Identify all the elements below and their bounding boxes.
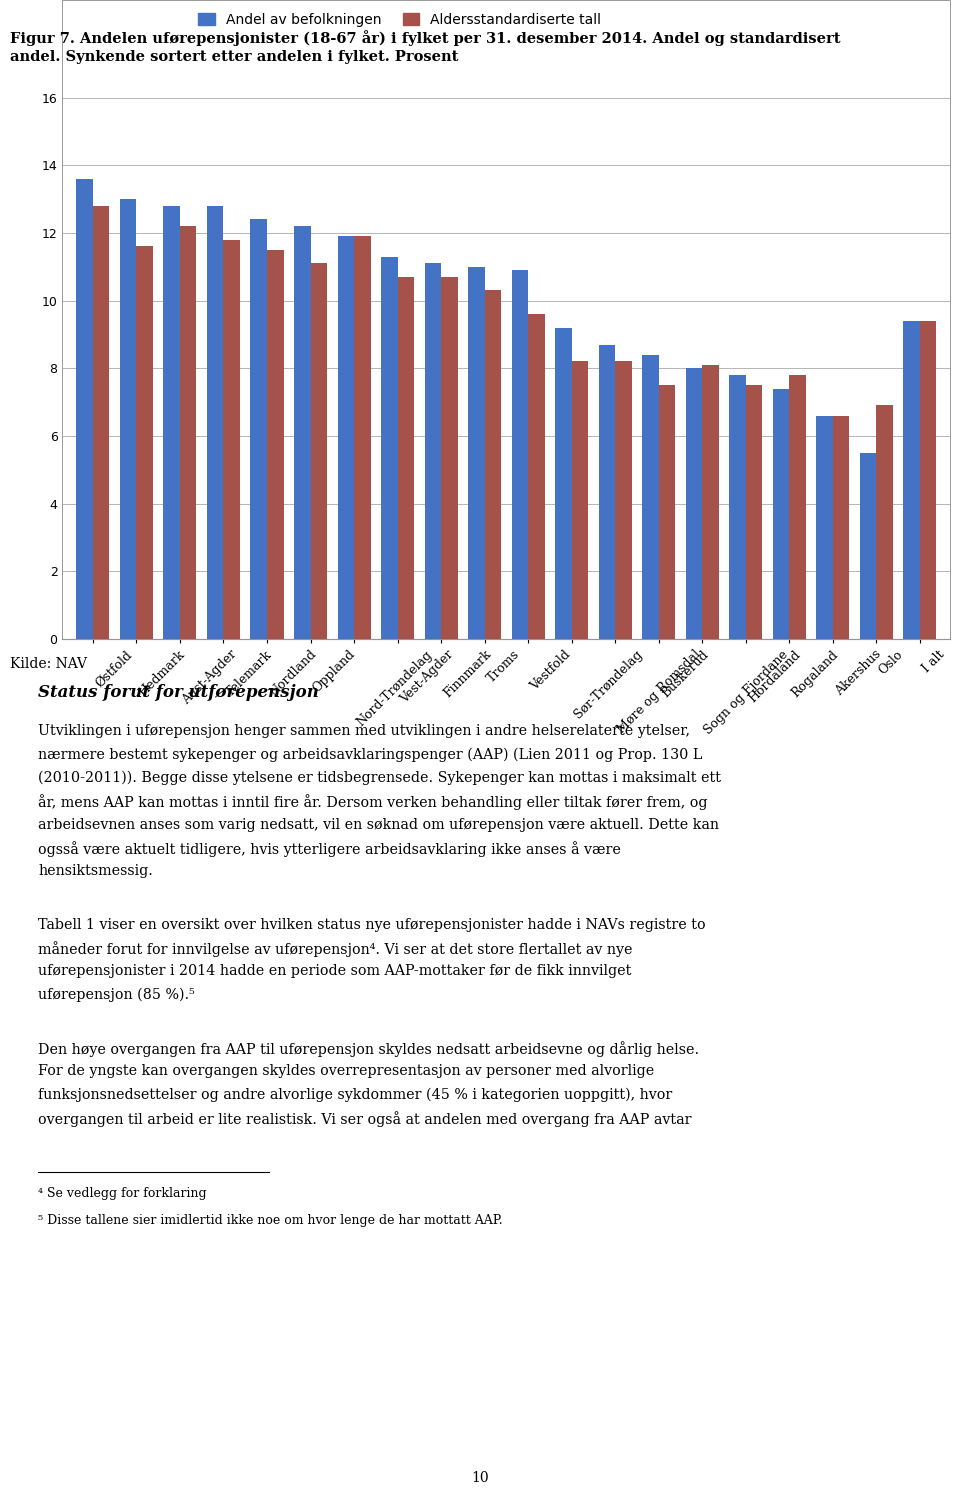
Text: Tabell 1 viser en oversikt over hvilken status nye uførepensjonister hadde i NAV: Tabell 1 viser en oversikt over hvilken … [38, 917, 706, 932]
Bar [876, 406, 893, 639]
Text: Den høye overgangen fra AAP til uførepensjon skyldes nedsatt arbeidsevne og dårl: Den høye overgangen fra AAP til uførepen… [38, 1042, 700, 1057]
Text: Status forut for utførepensjon: Status forut for utførepensjon [38, 684, 320, 700]
Bar [224, 240, 240, 639]
Bar [441, 277, 458, 639]
Bar [833, 415, 850, 639]
Text: Figur 7. Andelen uførepensjonister (18-67 år) i fylket per 31. desember 2014. An: Figur 7. Andelen uførepensjonister (18-6… [10, 30, 840, 47]
Bar [381, 257, 397, 639]
Text: Utviklingen i uførepensjon henger sammen med utviklingen i andre helserelaterte : Utviklingen i uførepensjon henger sammen… [38, 724, 690, 738]
Bar [310, 263, 327, 639]
Text: uførepensjon (85 %).⁵: uførepensjon (85 %).⁵ [38, 987, 195, 1003]
Bar [93, 206, 109, 639]
Bar [642, 355, 659, 639]
Text: ⁴ Se vedlegg for forklaring: ⁴ Se vedlegg for forklaring [38, 1187, 207, 1199]
Text: 10: 10 [471, 1471, 489, 1485]
Text: andel. Synkende sortert etter andelen i fylket. Prosent: andel. Synkende sortert etter andelen i … [10, 50, 458, 63]
Bar [773, 389, 789, 639]
Bar [816, 415, 833, 639]
Bar [659, 385, 675, 639]
Bar [703, 365, 719, 639]
Bar [789, 376, 805, 639]
Text: måneder forut for innvilgelse av uførepensjon⁴. Vi ser at det store flertallet a: måneder forut for innvilgelse av uførepe… [38, 941, 633, 957]
Bar [528, 314, 544, 639]
Legend: Andel av befolkningen, Aldersstandardiserte tall: Andel av befolkningen, Aldersstandardise… [193, 8, 607, 33]
Bar [468, 268, 485, 639]
Bar [424, 263, 441, 639]
Bar [251, 219, 267, 639]
Bar [397, 277, 414, 639]
Bar [730, 376, 746, 639]
Text: (2010-2011)). Begge disse ytelsene er tidsbegrensede. Sykepenger kan mottas i ma: (2010-2011)). Begge disse ytelsene er ti… [38, 771, 721, 786]
Bar [136, 246, 153, 639]
Text: nærmere bestemt sykepenger og arbeidsavklaringspenger (AAP) (Lien 2011 og Prop. : nærmere bestemt sykepenger og arbeidsavk… [38, 747, 703, 762]
Bar [354, 236, 371, 639]
Text: For de yngste kan overgangen skyldes overrepresentasjon av personer med alvorlig: For de yngste kan overgangen skyldes ove… [38, 1064, 655, 1078]
Text: hensiktsmessig.: hensiktsmessig. [38, 864, 154, 878]
Bar [120, 198, 136, 639]
Bar [163, 206, 180, 639]
Text: funksjonsnedsettelser og andre alvorlige sykdommer (45 % i kategorien uoppgitt),: funksjonsnedsettelser og andre alvorlige… [38, 1088, 673, 1102]
Text: overgangen til arbeid er lite realistisk. Vi ser også at andelen med overgang fr: overgangen til arbeid er lite realistisk… [38, 1111, 692, 1127]
Bar [746, 385, 762, 639]
Bar [485, 290, 501, 639]
Text: ⁵ Disse tallene sier imidlertid ikke noe om hvor lenge de har mottatt AAP.: ⁵ Disse tallene sier imidlertid ikke noe… [38, 1214, 503, 1226]
Bar [615, 362, 632, 639]
Bar [599, 344, 615, 639]
Text: arbeidsevnen anses som varig nedsatt, vil en søknad om uførepensjon være aktuell: arbeidsevnen anses som varig nedsatt, vi… [38, 818, 719, 831]
Bar [207, 206, 224, 639]
Bar [267, 249, 283, 639]
Bar [338, 236, 354, 639]
Text: ogsså være aktuelt tidligere, hvis ytterligere arbeidsavklaring ikke anses å vær: ogsså være aktuelt tidligere, hvis ytter… [38, 842, 621, 857]
Bar [77, 179, 93, 639]
Bar [572, 362, 588, 639]
Bar [512, 271, 528, 639]
Bar [903, 322, 920, 639]
Bar [685, 368, 703, 639]
Bar [860, 452, 876, 639]
Bar [555, 328, 572, 639]
Bar [920, 322, 936, 639]
Text: Kilde: NAV: Kilde: NAV [10, 657, 86, 670]
Text: uførepensjonister i 2014 hadde en periode som AAP-mottaker før de fikk innvilget: uførepensjonister i 2014 hadde en period… [38, 965, 632, 978]
Text: år, mens AAP kan mottas i inntil fire år. Dersom verken behandling eller tiltak : år, mens AAP kan mottas i inntil fire år… [38, 794, 708, 810]
Bar [294, 227, 310, 639]
Bar [180, 227, 197, 639]
